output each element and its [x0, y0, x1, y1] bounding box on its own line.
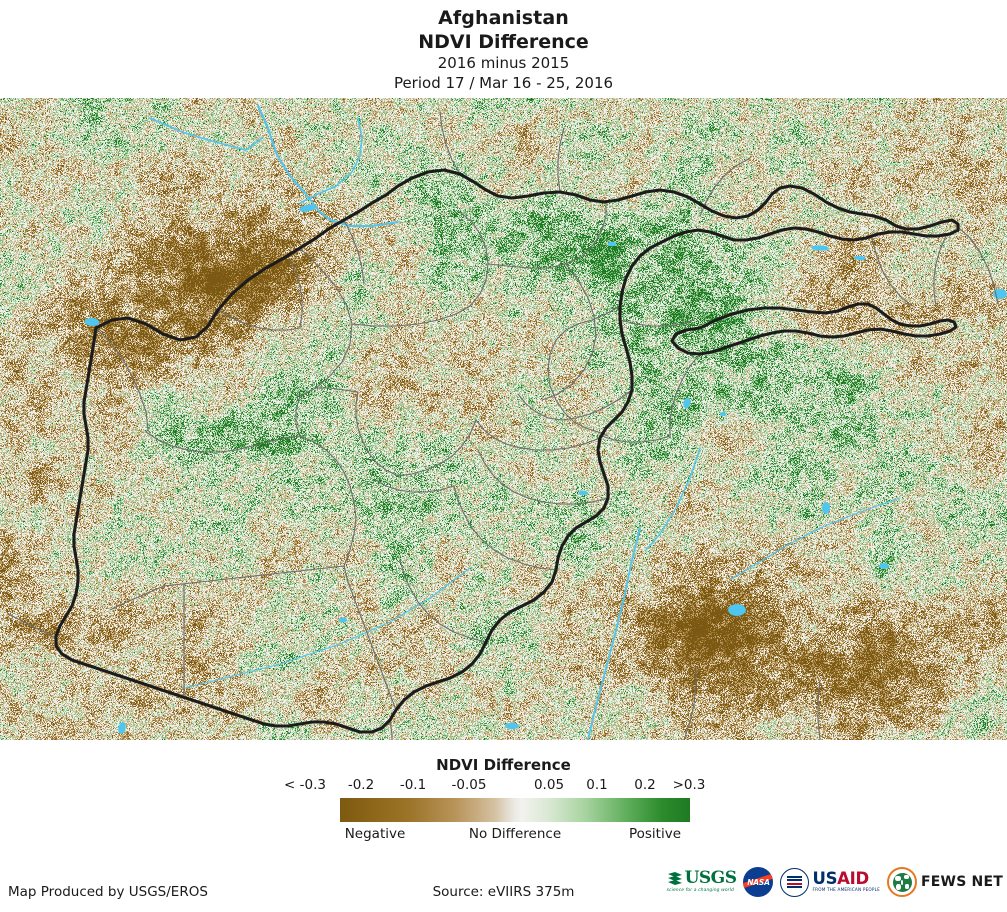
period-subtitle: Period 17 / Mar 16 - 25, 2016 [393, 74, 614, 92]
legend-category-labels: Negative No Difference Positive [340, 826, 690, 844]
province-border-24 [619, 319, 695, 327]
legend-tick-6: 0.2 [634, 777, 656, 793]
province-border-19 [109, 585, 165, 611]
legend-tick-7: >0.3 [672, 777, 706, 793]
legend-tick-4: 0.05 [533, 777, 565, 793]
usgs-tagline: science for a changing world [666, 888, 734, 893]
province-border-0 [299, 247, 353, 397]
legend-label-2: Positive [628, 826, 682, 842]
legend-tick-5: 0.1 [586, 777, 608, 793]
province-border-23 [601, 435, 671, 443]
usgs-logo[interactable]: USGS science for a changing world [667, 865, 737, 899]
usaid-wordmark: USAID [812, 869, 880, 888]
neighbor-admin-border-2 [439, 111, 461, 175]
province-border-5 [517, 389, 633, 421]
legend: NDVI Difference < -0.3 -0.2 -0.1 -0.05 0.05 0… [0, 748, 1007, 858]
legend-tick-2: -0.1 [399, 777, 427, 793]
neighbor-admin-border-1 [699, 157, 751, 217]
fews-net-logo[interactable]: FEWS NET [887, 865, 1003, 899]
legend-tick-3: -0.05 [451, 777, 487, 793]
usaid-word-us: US [812, 869, 838, 888]
source-credit: Source: eVIIRS 375m [432, 884, 575, 900]
province-border-8 [453, 485, 557, 571]
province-border-21 [375, 479, 455, 493]
province-border-2 [487, 201, 607, 269]
province-border-17 [315, 387, 359, 393]
footer: Map Produced by USGS/EROS Source: eVIIRS… [0, 858, 1007, 912]
page-title: Afghanistan [438, 7, 569, 29]
ndvi-difference-map[interactable] [0, 98, 1007, 740]
legend-tick-0: < -0.3 [284, 777, 326, 793]
province-border-6 [475, 419, 601, 451]
province-border-1 [351, 211, 489, 327]
usaid-seal-icon [780, 867, 810, 897]
usaid-tagline: FROM THE AMERICAN PEOPLE [812, 887, 881, 892]
province-border-11 [163, 565, 345, 587]
map-vector-overlay [7, 111, 999, 740]
province-border-12 [299, 435, 357, 567]
wakhan-corridor-border [670, 302, 958, 356]
legend-label-0: Negative [344, 826, 406, 842]
producer-credit: Map Produced by USGS/EROS [8, 884, 208, 900]
ndvi-raster-layer [0, 98, 1007, 740]
province-border-3 [541, 263, 597, 401]
province-border-13 [145, 431, 301, 453]
map-title-block: Afghanistan NDVI Difference 2016 minus 2… [0, 0, 1007, 98]
province-border-25 [871, 237, 913, 307]
usgs-wordmark: USGS [684, 868, 737, 888]
agency-logos: USGS science for a changing world NASA U… [667, 862, 1003, 902]
product-title: NDVI Difference [418, 31, 589, 53]
province-border-16 [355, 391, 399, 477]
national-border-layer [54, 168, 960, 734]
province-border-15 [397, 419, 477, 477]
neighbor-admin-border-6 [7, 613, 57, 639]
fews-net-wordmark: FEWS NET [921, 874, 1003, 890]
legend-tick-labels: < -0.3 -0.2 -0.1 -0.05 0.05 0.1 0.2 >0.3 [284, 777, 706, 794]
nasa-wordmark: NASA [747, 877, 770, 887]
province-border-30 [95, 327, 149, 433]
province-border-27 [343, 219, 365, 285]
comparison-subtitle: 2016 minus 2015 [437, 54, 570, 72]
neighbor-admin-border-4 [683, 667, 697, 740]
province-border-29 [289, 259, 303, 329]
province-border-10 [343, 565, 397, 711]
province-border-26 [933, 235, 947, 307]
legend-title: NDVI Difference [436, 756, 571, 774]
fews-globe-icon [887, 867, 918, 897]
province-border-4 [547, 305, 621, 423]
usgs-wave-icon [667, 872, 682, 885]
neighbor-admin-border-0 [957, 226, 999, 305]
province-border-7 [477, 449, 609, 505]
province-border-22 [669, 353, 701, 437]
province-border-28 [217, 309, 301, 331]
legend-color-ramp [340, 798, 690, 822]
neighbor-admin-border-3 [557, 127, 565, 193]
neighbor-admin-border-5 [817, 679, 821, 740]
legend-label-1: No Difference [468, 826, 562, 842]
legend-tick-1: -0.2 [347, 777, 375, 793]
province-border-14 [295, 395, 301, 437]
usaid-word-aid: AID [837, 869, 869, 888]
province-border-9 [399, 559, 487, 643]
usaid-logo[interactable]: USAID FROM THE AMERICAN PEOPLE [780, 865, 880, 899]
province-borders-layer [7, 111, 999, 740]
nasa-logo[interactable]: NASA [743, 867, 774, 897]
afghanistan-national-border [54, 168, 960, 734]
neighbor-admin-border-7 [389, 719, 393, 740]
